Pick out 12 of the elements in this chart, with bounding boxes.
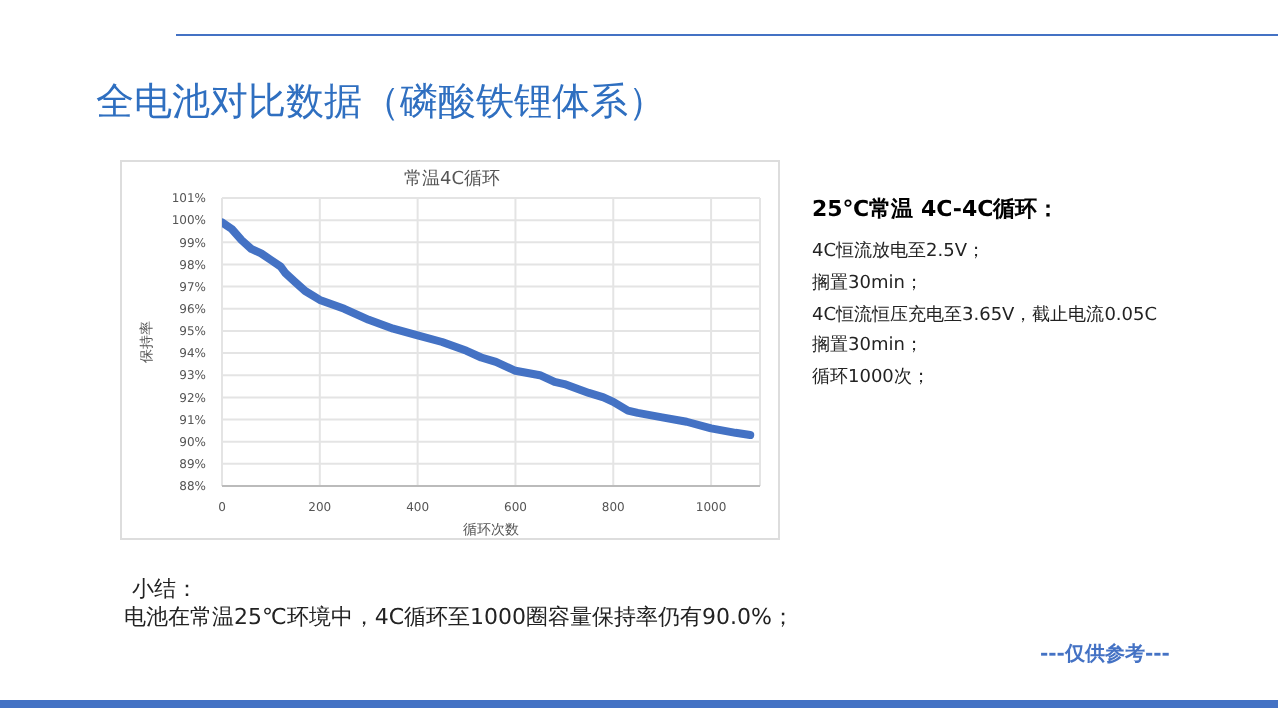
text: 搁置30min；	[812, 333, 923, 358]
text: 4C恒流恒压充电至3.65V，截止电流0.05C	[812, 303, 1158, 328]
text: 4C恒流放电至2.5V；	[812, 239, 985, 264]
text: 电池在常温25℃环境中，4C循环至1000圈容量保持率仍有90.0%；	[124, 602, 794, 632]
text: 循环1000次；	[812, 365, 930, 390]
text: 搁置30min；	[812, 271, 923, 296]
text: 小结：	[132, 574, 198, 604]
text: 25℃常温 4C-4C循环：	[812, 194, 1060, 224]
chart-subtitle: 常温4C循环	[401, 167, 502, 192]
line-series	[222, 218, 755, 440]
text: ---仅供参考---	[1040, 641, 1170, 668]
chart-title: 全电池对比数据（磷酸铁锂体系）	[96, 78, 666, 128]
